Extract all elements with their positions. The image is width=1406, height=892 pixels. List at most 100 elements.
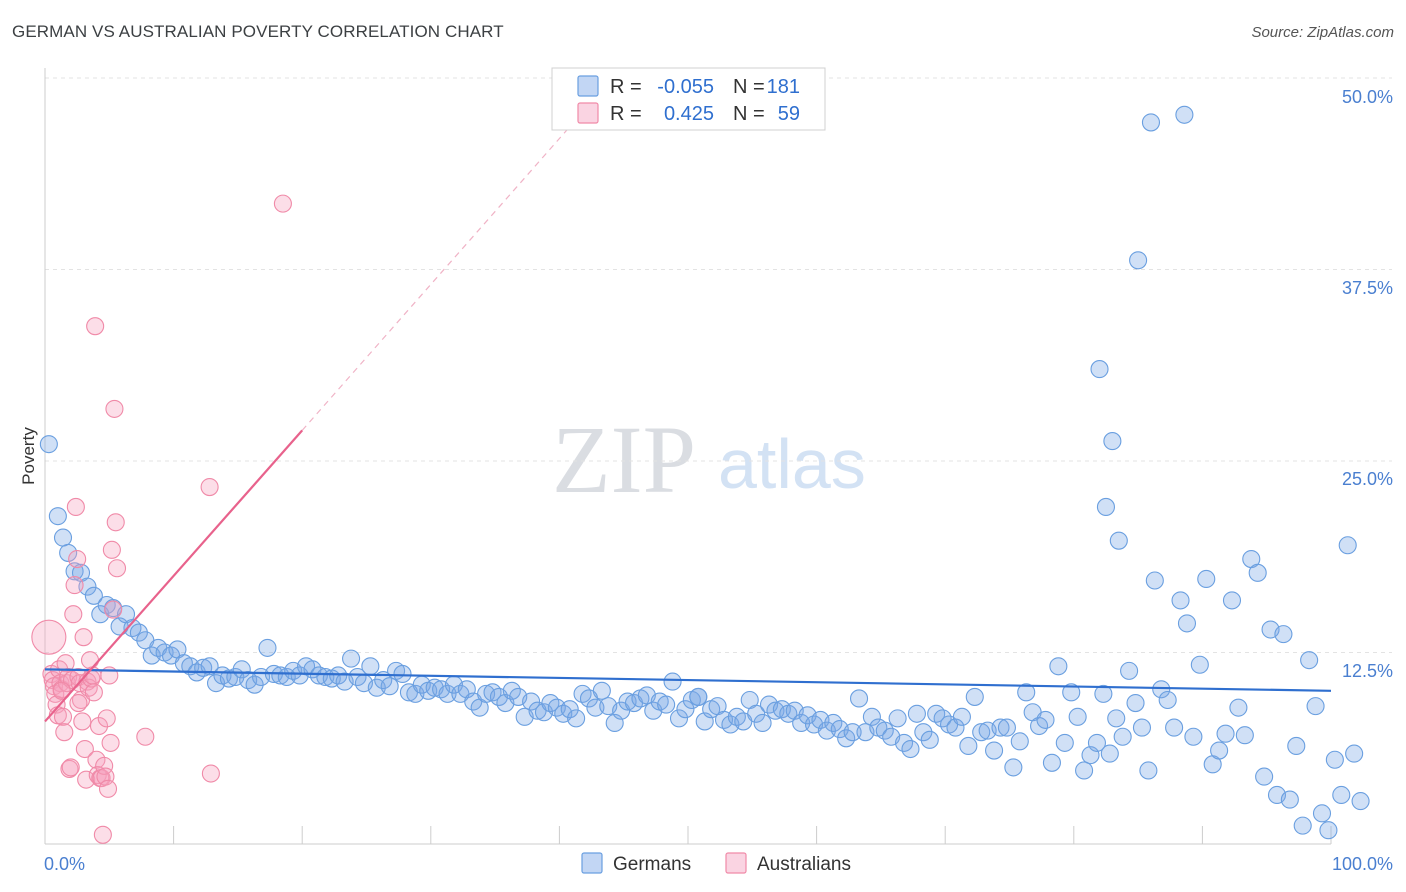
trend-lines — [44, 123, 1332, 723]
germans-r-label: R = — [610, 76, 642, 98]
australians-points — [31, 194, 292, 844]
australians-point-16 — [61, 758, 80, 777]
germans-point-110 — [747, 704, 766, 723]
germans-point-210 — [1141, 113, 1161, 132]
australians-point-55 — [201, 764, 220, 783]
germans-point-168 — [1120, 661, 1139, 680]
australians-point-48 — [102, 540, 121, 559]
australians-legend-swatch — [577, 102, 599, 124]
germans-bottom-swatch — [581, 852, 603, 874]
germans-point-163 — [1087, 733, 1106, 752]
germans-point-205 — [1090, 360, 1109, 379]
germans-point-157 — [1049, 657, 1068, 676]
australians-point-12 — [56, 654, 75, 673]
series-legend: Germans Australians — [581, 852, 851, 875]
germans-point-178 — [1184, 727, 1203, 746]
germans-point-206 — [1096, 497, 1115, 517]
germans-point-170 — [1132, 718, 1152, 737]
germans-point-144 — [965, 687, 984, 706]
australians-point-57 — [69, 694, 88, 713]
germans-point-98 — [669, 709, 689, 728]
germans-point-192 — [1274, 625, 1293, 644]
australians-point-38 — [89, 716, 109, 736]
germans-point-200 — [1325, 750, 1344, 769]
germans-point-203 — [1345, 744, 1364, 763]
germans-point-3 — [59, 543, 78, 562]
australians-point-11 — [55, 723, 74, 742]
germans-point-201 — [1332, 785, 1351, 805]
germans-point-28 — [219, 669, 238, 688]
australians-trend-line — [44, 429, 304, 723]
germans-point-143 — [959, 736, 978, 756]
germans-point-150 — [1004, 758, 1023, 777]
germans-point-174 — [1158, 690, 1177, 710]
australians-n-label: N = — [733, 103, 765, 125]
germans-point-81 — [560, 700, 579, 719]
germans-point-14 — [129, 623, 148, 642]
germans-point-125 — [843, 723, 862, 742]
germans-point-75 — [522, 692, 541, 711]
germans-point-156 — [1042, 753, 1061, 772]
australians-point-56 — [273, 194, 292, 213]
germans-point-138 — [927, 704, 946, 723]
australians-point-34 — [84, 683, 103, 702]
germans-point-62 — [438, 684, 457, 703]
germans-point-13 — [123, 618, 142, 638]
germans-point-2 — [53, 528, 73, 547]
watermark-zip: ZIP — [552, 406, 696, 513]
germans-point-155 — [1036, 710, 1055, 729]
germans-point-69 — [483, 683, 502, 702]
germans-point-173 — [1152, 680, 1171, 699]
germans-point-7 — [84, 586, 103, 605]
germans-point-83 — [573, 684, 592, 703]
australians-point-54 — [200, 477, 219, 497]
y-tick-label-50: 50.0% — [1342, 87, 1393, 107]
germans-point-166 — [1107, 709, 1126, 728]
australians-legend-label: Australians — [757, 854, 851, 875]
australians-point-51 — [106, 513, 125, 532]
germans-point-197 — [1306, 697, 1325, 716]
germans-point-50 — [361, 657, 380, 676]
x-tick-label-min: 0.0% — [44, 854, 85, 874]
australians-point-58 — [52, 681, 71, 700]
germans-point-53 — [380, 677, 399, 696]
germans-point-175 — [1165, 718, 1184, 737]
australians-point-21 — [68, 549, 87, 569]
australians-r-value: 0.425 — [664, 103, 714, 125]
germans-point-32 — [245, 675, 264, 694]
australians-point-31 — [80, 651, 100, 670]
germans-point-204 — [1351, 792, 1370, 811]
x-tick-label-max: 100.0% — [1332, 854, 1393, 874]
germans-point-193 — [1280, 790, 1299, 809]
germans-point-1 — [48, 507, 67, 526]
germans-point-148 — [991, 718, 1010, 737]
australians-n-value: 59 — [778, 103, 800, 125]
y-tick-label-25: 25.0% — [1342, 469, 1393, 489]
axes — [44, 68, 1332, 845]
australians-point-25 — [73, 712, 92, 731]
germans-point-134 — [901, 739, 920, 759]
germans-point-176 — [1171, 591, 1190, 610]
australians-point-35 — [86, 317, 105, 336]
australians-point-0 — [31, 619, 67, 655]
australians-point-26 — [74, 628, 93, 647]
gridlines — [45, 77, 1392, 653]
australians-bottom-swatch — [725, 852, 747, 874]
germans-point-165 — [1100, 744, 1119, 763]
germans-point-177 — [1177, 614, 1197, 633]
germans-point-184 — [1222, 591, 1242, 610]
germans-point-161 — [1075, 761, 1094, 780]
germans-point-82 — [567, 709, 586, 728]
australians-point-45 — [98, 779, 118, 798]
germans-point-179 — [1190, 655, 1209, 674]
germans-point-194 — [1287, 736, 1306, 756]
germans-point-145 — [972, 723, 991, 742]
germans-point-167 — [1113, 727, 1132, 746]
australians-point-20 — [66, 497, 85, 517]
y-tick-label-37-5: 37.5% — [1342, 278, 1393, 298]
germans-point-137 — [920, 730, 939, 749]
germans-trend-line — [44, 668, 1332, 692]
germans-point-164 — [1094, 684, 1113, 703]
stats-legend: R = -0.055 N = 181 R = 0.425 N = 59 — [551, 67, 826, 131]
